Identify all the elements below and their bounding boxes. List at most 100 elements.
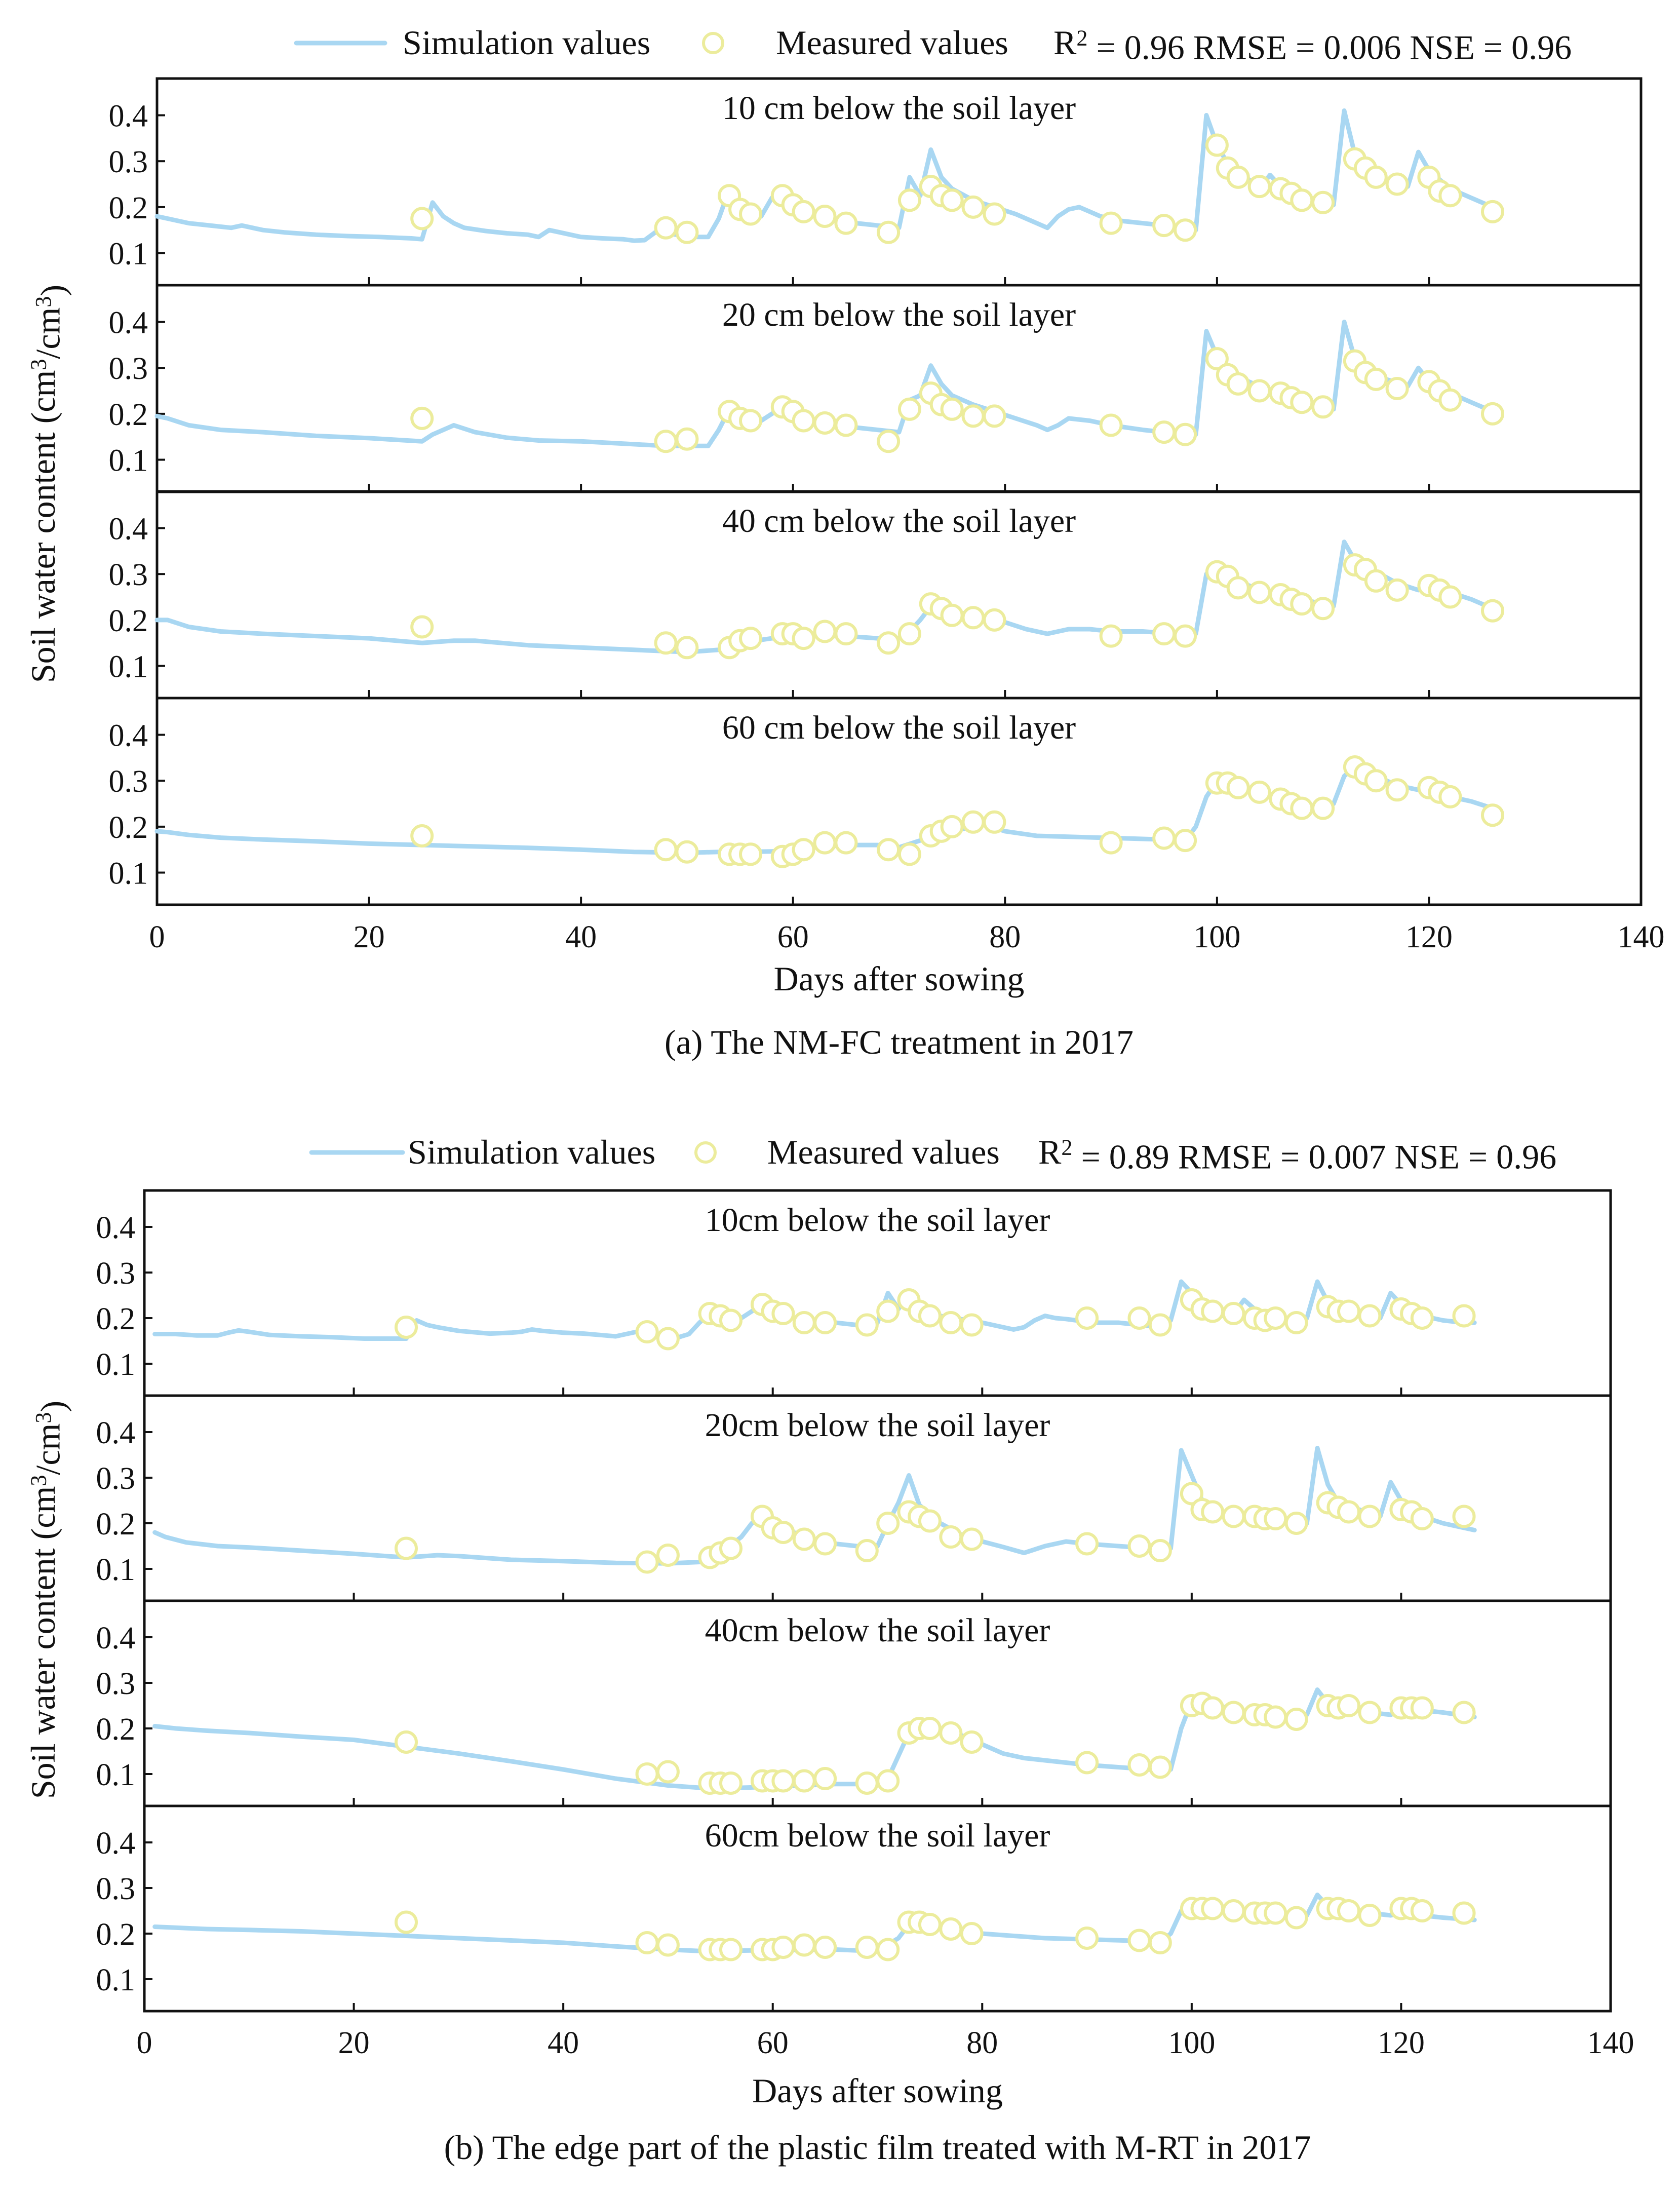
y-tick-label: 0.4	[109, 719, 148, 753]
measured-point	[1364, 769, 1388, 793]
measured-point	[1452, 1505, 1476, 1528]
measured-point	[792, 838, 815, 862]
measured-point	[897, 842, 921, 866]
measured-point	[1152, 826, 1176, 850]
measured-point	[719, 1938, 743, 1961]
measured-point	[1201, 1897, 1225, 1920]
measured-point	[1311, 395, 1335, 419]
panel-4: 0.1 0.2 0.3 0.4 60cm below the soil layer	[96, 1804, 1612, 2013]
measured-point	[834, 622, 858, 646]
measured-point	[1174, 624, 1197, 648]
measured-point	[792, 627, 815, 650]
chart-b: Simulation values Measured values R2 = 0.8…	[24, 1133, 1634, 2167]
measured-point	[654, 430, 678, 453]
y-tick-label: 0.4	[96, 1416, 136, 1450]
y-tick-label: 0.1	[109, 237, 148, 272]
measured-point	[675, 220, 699, 244]
y-tick-label: 0.2	[109, 811, 148, 845]
y-tick-label: 0.3	[96, 1461, 136, 1496]
measured-point	[719, 1308, 743, 1332]
legend-measured-marker	[694, 1141, 717, 1164]
figure-caption: (b) The edge part of the plastic film tr…	[444, 2128, 1311, 2167]
panel-title: 20 cm below the soil layer	[722, 296, 1076, 333]
y-tick-label: 0.4	[96, 1621, 136, 1655]
measured-point	[1075, 1751, 1099, 1775]
measured-point	[1358, 1304, 1382, 1328]
chart-a: Simulation values Measured values R2 = 0.9…	[24, 23, 1665, 1061]
measured-point	[1152, 420, 1176, 444]
panel-frame	[143, 1804, 1612, 2013]
legend-measured-label: Measured values	[776, 23, 1008, 62]
measured-point	[1481, 200, 1504, 223]
measured-point	[1337, 1500, 1360, 1524]
x-tick-label: 20	[338, 2026, 370, 2060]
measured-point	[771, 1302, 795, 1325]
x-tick-label: 100	[1168, 2026, 1215, 2060]
measured-point	[1438, 388, 1462, 412]
measured-point	[983, 608, 1006, 632]
measured-point	[855, 1772, 879, 1795]
y-tick-label: 0.1	[109, 444, 148, 478]
y-tick-label: 0.1	[109, 650, 148, 684]
x-axis-label: Days after sowing	[774, 959, 1025, 998]
measured-point	[1284, 1708, 1308, 1731]
measured-point	[855, 1313, 879, 1337]
x-tick-label: 140	[1618, 920, 1665, 954]
measured-point	[792, 1311, 816, 1334]
measured-point	[1358, 1904, 1382, 1927]
measured-point	[1284, 1906, 1308, 1930]
y-tick-label: 0.1	[96, 1963, 136, 1997]
measured-point	[1222, 1505, 1245, 1528]
measured-point	[656, 1544, 680, 1567]
measured-point	[771, 1936, 795, 1959]
measured-point	[1452, 1701, 1476, 1724]
measured-point	[897, 188, 921, 212]
y-tick-label: 0.3	[96, 1256, 136, 1291]
x-tick-label: 60	[777, 920, 809, 954]
measured-point	[877, 838, 901, 862]
measured-point	[1075, 1306, 1099, 1330]
measured-point	[1174, 829, 1197, 853]
measured-point	[654, 838, 678, 862]
measured-point	[1290, 188, 1314, 212]
measured-point	[1481, 402, 1504, 426]
measured-point	[1264, 1901, 1287, 1925]
measured-point	[834, 831, 858, 855]
x-tick-label: 80	[966, 2026, 998, 2060]
measured-point	[654, 216, 678, 240]
measured-point	[739, 842, 762, 866]
measured-point	[897, 397, 921, 421]
x-tick-label: 0	[137, 2026, 152, 2060]
measured-point	[656, 1327, 680, 1351]
panel-title: 10 cm below the soil layer	[722, 90, 1076, 127]
measured-point	[395, 1316, 418, 1339]
measured-point	[939, 1917, 963, 1941]
measured-point	[1364, 165, 1388, 189]
y-tick-label: 0.3	[109, 558, 148, 592]
measured-point	[1201, 1500, 1225, 1524]
measured-point	[940, 397, 964, 421]
y-tick-label: 0.3	[96, 1667, 136, 1701]
measured-point	[855, 1539, 879, 1562]
measured-point	[960, 1313, 984, 1337]
measured-point	[1311, 796, 1335, 820]
measured-point	[961, 606, 985, 630]
y-tick-label: 0.1	[96, 1347, 136, 1382]
measured-point	[1410, 1306, 1434, 1330]
measured-point	[960, 1527, 984, 1551]
y-tick-label: 0.4	[96, 1826, 136, 1861]
measured-point	[739, 409, 762, 433]
measured-point	[813, 1767, 837, 1790]
measured-point	[834, 413, 858, 437]
x-tick-label: 40	[565, 920, 597, 954]
measured-point	[1247, 175, 1271, 199]
measured-point	[739, 202, 762, 226]
measured-point	[1481, 803, 1504, 827]
measured-point	[1311, 190, 1335, 214]
panel-title: 20cm below the soil layer	[705, 1407, 1050, 1444]
measured-point	[1099, 831, 1123, 855]
measured-point	[675, 427, 699, 451]
measured-point	[1205, 133, 1229, 157]
x-tick-label: 140	[1587, 2026, 1634, 2060]
